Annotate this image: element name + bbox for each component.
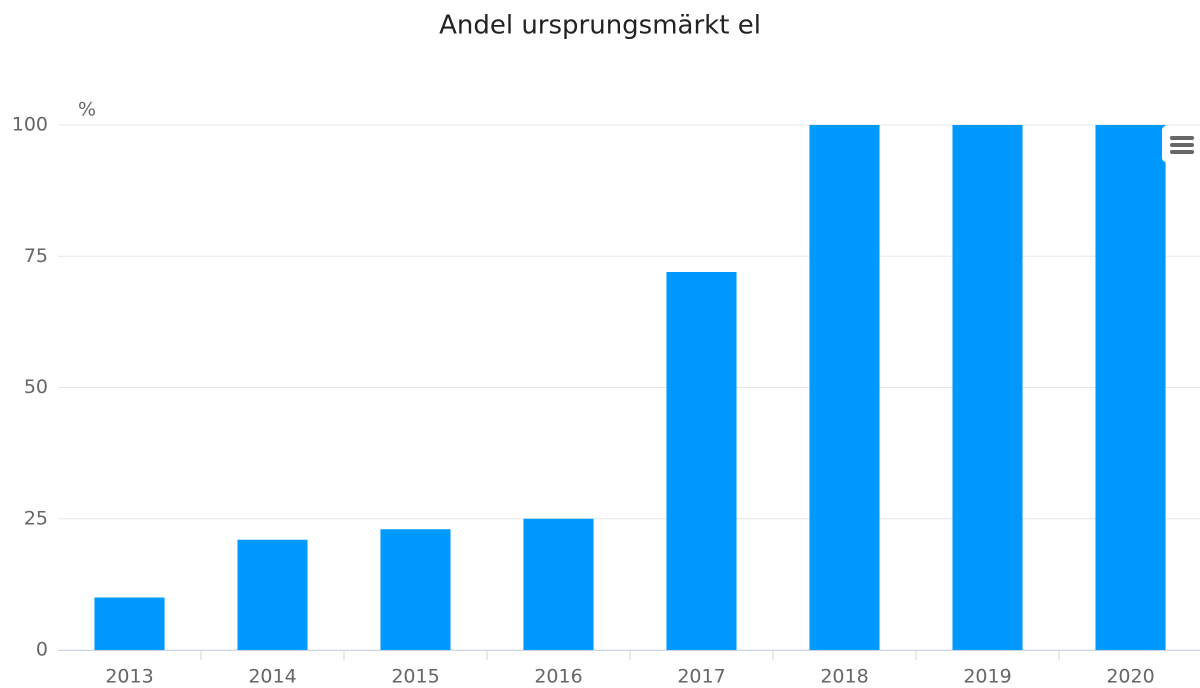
bar: [237, 539, 308, 650]
x-tick-label: 2020: [1106, 666, 1154, 688]
menu-button[interactable]: [1162, 126, 1200, 162]
x-tick-label: 2019: [963, 666, 1011, 688]
bar: [809, 125, 880, 650]
chart-title: Andel ursprungsmärkt el: [439, 11, 761, 41]
x-tick-label: 2018: [820, 666, 868, 688]
bar: [666, 272, 737, 650]
menu-icon-bar: [1170, 150, 1194, 154]
y-tick-label: 25: [24, 507, 48, 529]
x-tick-label: 2014: [248, 666, 296, 688]
y-tick-label: 100: [12, 114, 48, 136]
y-tick-label: 0: [36, 639, 48, 661]
bar: [952, 125, 1023, 650]
x-tick-label: 2017: [677, 666, 725, 688]
y-axis-label: %: [78, 99, 96, 121]
bar: [1095, 125, 1166, 650]
bar: [523, 518, 594, 650]
x-tick-label: 2015: [391, 666, 439, 688]
menu-icon-bar: [1170, 136, 1194, 140]
y-tick-label: 50: [24, 376, 48, 398]
x-tick-label: 2016: [534, 666, 582, 688]
x-tick-label: 2013: [105, 666, 153, 688]
y-tick-label: 75: [24, 245, 48, 267]
bar: [94, 597, 165, 650]
menu-icon-bar: [1170, 143, 1194, 147]
bar: [380, 529, 451, 650]
